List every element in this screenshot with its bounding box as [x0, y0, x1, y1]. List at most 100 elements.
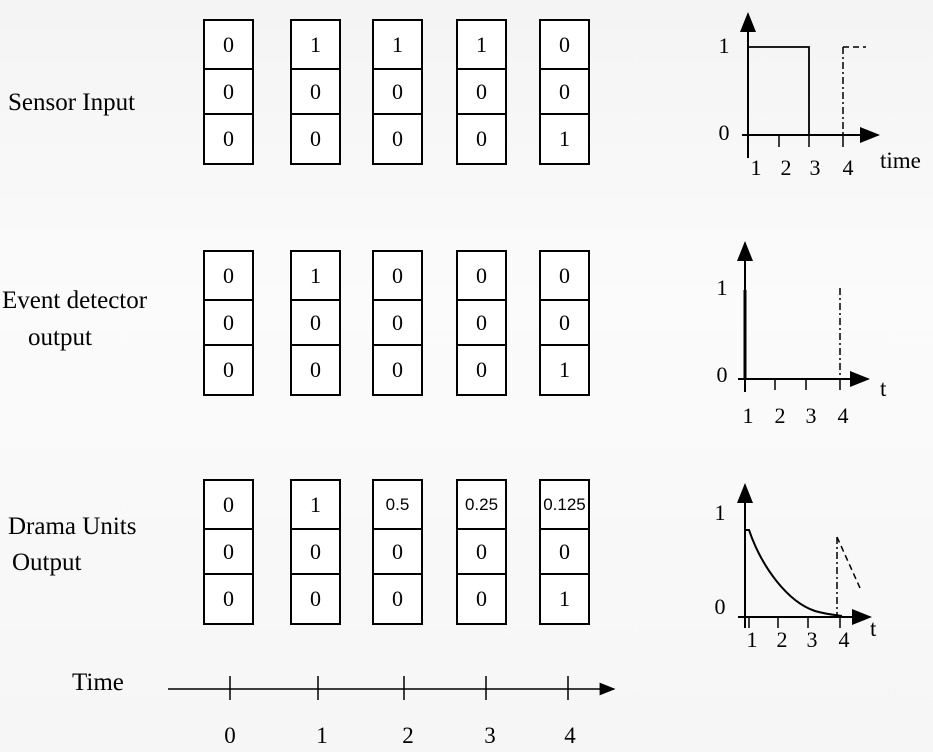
drama-units-label-line1: Drama Units [8, 513, 137, 540]
event-detector-column-3: 0 0 0 [456, 250, 507, 396]
grid-cell: 1 [476, 31, 487, 57]
drama-graph-x-tick-label-3: 3 [807, 627, 818, 652]
grid-cell: 0 [292, 528, 339, 575]
grid-cell: 0 [476, 585, 487, 611]
event-detector-column-1: 1 0 0 [290, 250, 341, 396]
drama-graph: 1 0 1 2 3 4 t [715, 483, 877, 652]
grid-cell: 0 [458, 528, 505, 575]
event-graph-x-tick-label-3: 3 [806, 403, 817, 428]
drama-graph-x-label: t [870, 616, 877, 641]
event-detector-label-line2: output [28, 324, 92, 351]
grid-cell: 1 [392, 31, 403, 57]
grid-cell: 0 [374, 528, 421, 575]
grid-cell: 0 [205, 299, 252, 346]
grid-cell: 0 [310, 356, 321, 382]
event-detector-column-0: 0 0 0 [203, 250, 254, 396]
grid-cell: 0.5 [385, 494, 410, 514]
grid-cell: 0 [223, 356, 234, 382]
drama-units-column-4: 0.125 0 1 [539, 479, 590, 625]
drama-units-column-3: 0.25 0 0 [456, 479, 507, 625]
grid-cell: 0 [223, 491, 234, 517]
event-graph-x-tick-label-1: 1 [743, 403, 754, 428]
grid-cell: 0 [541, 299, 588, 346]
sensor-graph-x-tick-label-4: 4 [843, 155, 854, 180]
drama-units-label-line2: Output [12, 549, 82, 576]
grid-cell: 1 [310, 491, 321, 517]
time-axis-label: Time [72, 669, 124, 696]
grid-cell: 0 [392, 585, 403, 611]
sensor-input-column-1: 1 0 0 [290, 19, 341, 165]
drama-graph-x-tick-label-4: 4 [839, 627, 850, 652]
sensor-graph-y-low: 0 [719, 120, 730, 145]
time-axis-tick-label-4: 4 [564, 723, 576, 748]
grid-cell: 0 [223, 31, 234, 57]
sensor-graph-x-tick-label-3: 3 [810, 155, 821, 180]
drama-graph-x-tick-label-1: 1 [747, 627, 758, 652]
event-detector-label-line1: Event detector [2, 287, 148, 314]
sensor-graph-x-label: time [880, 148, 921, 173]
drama-units-column-0: 0 0 0 [203, 479, 254, 625]
drama-graph-y-high: 1 [715, 500, 726, 525]
event-graph-x-label: t [880, 376, 887, 401]
grid-cell: 0 [458, 68, 505, 115]
time-axis-tick-label-1: 1 [316, 723, 328, 748]
drama-units-column-1: 1 0 0 [290, 479, 341, 625]
drama-graph-y-low: 0 [715, 594, 726, 619]
sensor-graph-x-tick-label-1: 1 [751, 155, 762, 180]
grid-cell: 0 [541, 528, 588, 575]
sensor-graph: 1 0 1 2 3 4 time [719, 12, 921, 180]
event-graph-x-tick-label-2: 2 [775, 403, 786, 428]
event-graph: 1 0 1 2 3 4 t [717, 241, 887, 428]
sensor-input-column-4: 0 0 1 [539, 19, 590, 165]
grid-cell: 0 [205, 528, 252, 575]
grid-cell: 0.125 [543, 494, 586, 514]
grid-cell: 0 [476, 125, 487, 151]
grid-cell: 0 [292, 68, 339, 115]
time-axis: Time 0 1 2 3 4 [72, 669, 616, 748]
event-detector-column-2: 0 0 0 [372, 250, 423, 396]
sensor-graph-step-signal [747, 46, 810, 135]
grid-cell: 0 [374, 299, 421, 346]
grid-cell: 1 [559, 125, 570, 151]
grid-cell: 0 [310, 125, 321, 151]
sensor-input-label: Sensor Input [8, 89, 136, 116]
sensor-input-column-3: 1 0 0 [456, 19, 507, 165]
grid-cell: 0 [541, 68, 588, 115]
grid-cell: 0 [223, 585, 234, 611]
event-detector-column-4: 0 0 1 [539, 250, 590, 396]
time-axis-tick-label-3: 3 [484, 723, 496, 748]
grid-cell: 0 [374, 68, 421, 115]
grid-cell: 0 [476, 262, 487, 288]
event-graph-y-low: 0 [717, 362, 728, 387]
grid-cell: 0 [392, 125, 403, 151]
grid-cell: 0 [476, 356, 487, 382]
grid-cell: 0 [559, 31, 570, 57]
drama-units-column-2: 0.5 0 0 [372, 479, 423, 625]
grid-cell: 0 [292, 299, 339, 346]
grid-cell: 0 [205, 68, 252, 115]
grid-cell: 0 [223, 125, 234, 151]
grid-cell: 1 [310, 31, 321, 57]
sensor-input-column-0: 0 0 0 [203, 19, 254, 165]
event-graph-y-high: 1 [717, 275, 728, 300]
grid-cell: 0 [559, 262, 570, 288]
grid-cell: 1 [559, 585, 570, 611]
event-graph-x-tick-label-4: 4 [838, 403, 849, 428]
grid-cell: 0 [392, 356, 403, 382]
grid-cell: 0 [310, 585, 321, 611]
drama-graph-decay-signal [745, 529, 843, 617]
sensor-graph-y-high: 1 [719, 33, 730, 58]
grid-cell: 0 [458, 299, 505, 346]
grid-cell: 1 [310, 262, 321, 288]
grid-cell: 0.25 [464, 494, 499, 514]
drama-graph-dash-diagonal [836, 536, 861, 589]
grid-cell: 1 [559, 356, 570, 382]
time-axis-tick-label-2: 2 [402, 723, 414, 748]
sensor-graph-x-tick-label-2: 2 [781, 155, 792, 180]
grid-cell: 0 [392, 262, 403, 288]
sensor-input-column-2: 1 0 0 [372, 19, 423, 165]
time-axis-tick-label-0: 0 [224, 723, 236, 748]
grid-cell: 0 [223, 262, 234, 288]
drama-graph-x-tick-label-2: 2 [777, 627, 788, 652]
